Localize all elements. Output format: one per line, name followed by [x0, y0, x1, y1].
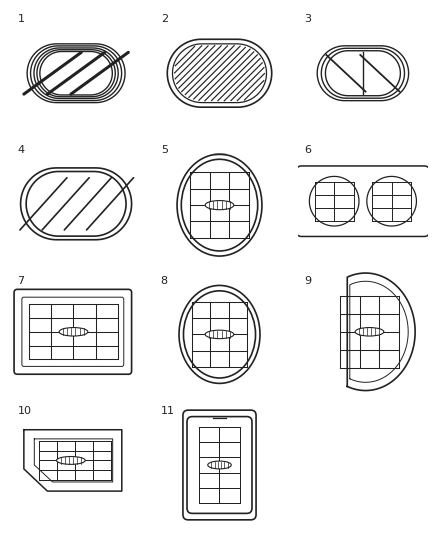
Ellipse shape — [57, 456, 85, 464]
Ellipse shape — [59, 328, 88, 336]
Text: 7: 7 — [17, 276, 25, 286]
Text: 3: 3 — [304, 14, 311, 25]
Ellipse shape — [354, 328, 383, 336]
Text: 11: 11 — [160, 406, 174, 416]
Text: 4: 4 — [17, 145, 25, 155]
Text: 8: 8 — [160, 276, 167, 286]
Text: 6: 6 — [304, 145, 311, 155]
Ellipse shape — [207, 461, 231, 469]
Text: 10: 10 — [17, 406, 31, 416]
Ellipse shape — [205, 200, 233, 209]
Ellipse shape — [205, 330, 233, 338]
Text: 9: 9 — [304, 276, 311, 286]
Text: 1: 1 — [17, 14, 24, 25]
Text: 5: 5 — [160, 145, 167, 155]
Text: 2: 2 — [160, 14, 167, 25]
